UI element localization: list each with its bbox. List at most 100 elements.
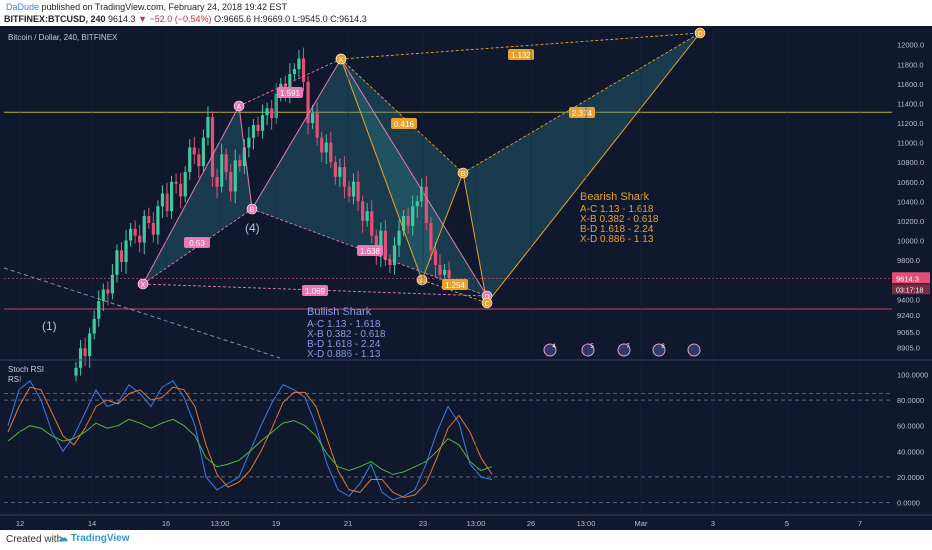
candle-body[interactable] [297,58,301,70]
bullish-pattern-leg[interactable] [340,58,488,297]
candle-body[interactable] [160,193,165,207]
candle-body[interactable] [88,333,92,357]
candle-body[interactable] [329,142,333,163]
candle-body[interactable] [351,181,356,197]
candle-body[interactable] [320,137,324,153]
candle-body[interactable] [151,222,155,235]
bearish-point-label-dot[interactable] [416,274,428,286]
candle-body[interactable] [129,228,133,241]
candle-body[interactable] [247,137,251,148]
candle-body[interactable] [411,206,415,226]
candle-body[interactable] [201,137,205,167]
bearish-bd-line[interactable] [462,32,701,174]
candle-body[interactable] [292,69,296,75]
bearish-point-label-dot[interactable] [481,297,493,309]
candle-body[interactable] [356,181,360,202]
bearish-pattern-leg[interactable] [462,172,488,304]
candle-body[interactable] [233,160,237,192]
candle-body[interactable] [210,117,215,177]
candle-body[interactable] [424,186,428,223]
candle-body[interactable] [415,201,419,207]
candle-body[interactable] [338,167,342,177]
candle-body[interactable] [183,171,187,197]
candle-body[interactable] [402,216,406,231]
tradingview-logo[interactable]: ☁ TradingView [58,533,130,544]
candle-body[interactable] [347,186,351,197]
candle-body[interactable] [220,154,224,187]
event-marker-icon[interactable] [581,343,595,357]
osc-series-line-d[interactable] [7,386,493,499]
candle-body[interactable] [92,318,96,334]
candle-body[interactable] [138,235,142,243]
bearish-pattern-leg[interactable] [486,32,701,304]
candle-body[interactable] [110,274,114,294]
bearish-pattern-leg[interactable] [340,58,423,281]
candle-body[interactable] [156,206,160,235]
candle-body[interactable] [392,245,397,265]
candle-body[interactable] [270,108,274,119]
candle-body[interactable] [229,171,233,192]
event-marker-icon[interactable] [652,343,666,357]
event-marker-icon[interactable] [543,343,557,357]
candle-body[interactable] [361,201,365,221]
time-axis[interactable]: 12 14 16 13:00 19 21 23 13:00 26 13:00 Mar 3 5 7 [0,30,932,528]
candle-body[interactable] [101,289,105,302]
candle-body[interactable] [442,269,447,275]
candle-body[interactable] [301,58,306,82]
candle-body[interactable] [406,216,410,226]
candle-body[interactable] [206,117,210,138]
candle-body[interactable] [197,154,201,167]
chart-canvas[interactable]: Bitcoin / Dollar, 240, BITFINEX 12000.0 11… [0,26,932,530]
candle-body[interactable] [224,154,228,172]
bearish-pattern-leg[interactable] [421,172,464,281]
candle-body[interactable] [169,181,174,212]
candle-body[interactable] [342,167,347,187]
candle-body[interactable] [433,250,438,265]
candle-body[interactable] [315,113,319,138]
candle-body[interactable] [83,348,87,357]
candle-body[interactable] [97,301,101,319]
bearish-point-label-dot[interactable] [694,27,706,39]
candle-body[interactable] [165,193,169,212]
osc-series-line-rsi[interactable] [7,418,493,475]
bullish-point-label-dot[interactable] [233,100,245,112]
candle-body[interactable] [192,147,196,155]
candle-body[interactable] [429,222,433,251]
candle-body[interactable] [215,176,219,187]
bullish-pattern-leg[interactable] [238,105,253,210]
candle-body[interactable] [74,367,78,376]
candle-body[interactable] [119,250,124,263]
candle-body[interactable] [142,216,146,243]
candle-body[interactable] [383,230,387,261]
event-marker-icon[interactable] [687,343,701,357]
candle-body[interactable] [115,250,119,275]
candle-body[interactable] [438,264,442,275]
candle-body[interactable] [238,160,242,167]
bullish-pattern-leg[interactable] [142,105,240,285]
candle-body[interactable] [388,260,392,265]
candle-body[interactable] [174,181,178,184]
candle-body[interactable] [265,108,269,116]
bullish-pattern-leg[interactable] [251,58,342,210]
candle-body[interactable] [311,113,315,124]
candle-body[interactable] [78,348,83,368]
candle-body[interactable] [447,269,451,279]
candle-body[interactable] [106,289,110,294]
candle-body[interactable] [188,147,192,172]
candle-body[interactable] [147,216,151,223]
candle-body[interactable] [324,142,328,153]
candle-body[interactable] [251,124,256,138]
candle-body[interactable] [333,162,337,177]
candle-body[interactable] [379,230,383,256]
candle-body[interactable] [179,183,183,197]
candle-body[interactable] [370,211,374,236]
bearish-point-label-dot[interactable] [457,167,469,179]
bearish-point-label-dot[interactable] [335,53,347,65]
candle-body[interactable] [133,228,137,236]
author-link[interactable]: DaDude [6,2,40,12]
candle-body[interactable] [124,240,128,263]
candle-body[interactable] [242,147,246,167]
bullish-point-label-dot[interactable] [246,203,258,215]
trend-line[interactable] [3,267,281,359]
